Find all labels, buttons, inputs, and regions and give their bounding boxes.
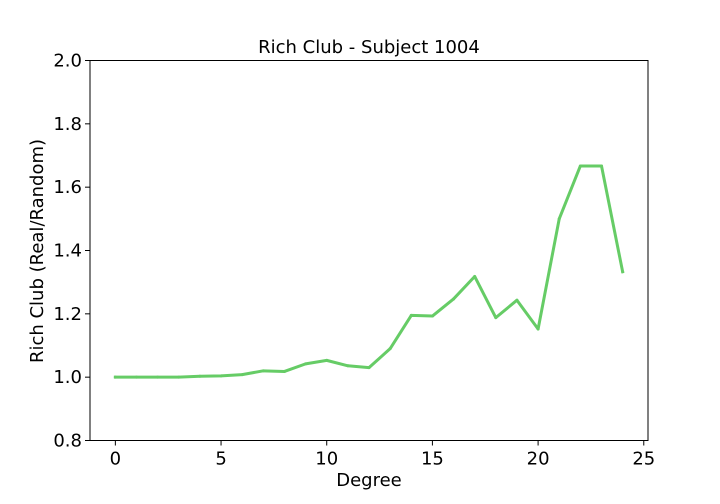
data-point xyxy=(282,369,286,373)
data-point xyxy=(304,362,308,366)
y-tick-label: 1.6 xyxy=(53,177,82,198)
data-point xyxy=(473,274,477,278)
x-axis-ticks: 0 5 10 15 20 25 xyxy=(110,440,655,470)
data-point xyxy=(156,375,160,379)
chart-title: Rich Club - Subject 1004 xyxy=(258,37,480,58)
data-point xyxy=(325,358,329,362)
data-point xyxy=(261,369,265,373)
data-point xyxy=(219,374,223,378)
x-axis-label: Degree xyxy=(336,470,402,491)
y-axis-label: Rich Club (Real/Random) xyxy=(27,139,48,363)
data-point xyxy=(621,270,625,274)
data-point xyxy=(367,366,371,370)
data-point xyxy=(346,364,350,368)
x-tick-label: 10 xyxy=(315,449,338,470)
x-tick-label: 5 xyxy=(215,449,226,470)
data-point xyxy=(135,375,138,379)
data-point xyxy=(578,164,582,168)
plot-area-frame xyxy=(89,60,649,441)
data-point xyxy=(388,347,392,351)
x-tick-label: 25 xyxy=(632,449,655,470)
data-point xyxy=(494,316,498,320)
series-line xyxy=(113,164,625,379)
y-tick-label: 0.8 xyxy=(53,431,82,452)
data-point xyxy=(113,375,117,379)
data-point xyxy=(600,164,603,168)
data-point xyxy=(430,314,434,318)
data-point xyxy=(198,374,202,378)
data-point xyxy=(177,375,181,379)
data-point xyxy=(409,313,413,317)
data-point xyxy=(452,297,456,301)
x-tick-label: 20 xyxy=(527,449,550,470)
y-axis-ticks: 0.8 1.0 1.2 1.4 1.6 1.8 2.0 xyxy=(53,51,90,452)
y-tick-label: 1.0 xyxy=(53,367,82,388)
series-layer xyxy=(113,164,625,379)
data-point xyxy=(557,217,561,221)
y-tick-label: 2.0 xyxy=(53,51,82,72)
y-tick-label: 1.2 xyxy=(53,304,82,325)
data-point xyxy=(515,298,519,302)
data-point xyxy=(536,327,540,331)
data-point xyxy=(240,373,244,377)
y-tick-label: 1.8 xyxy=(53,114,82,135)
y-tick-label: 1.4 xyxy=(53,241,82,262)
x-tick-label: 15 xyxy=(421,449,444,470)
x-tick-label: 0 xyxy=(110,449,121,470)
